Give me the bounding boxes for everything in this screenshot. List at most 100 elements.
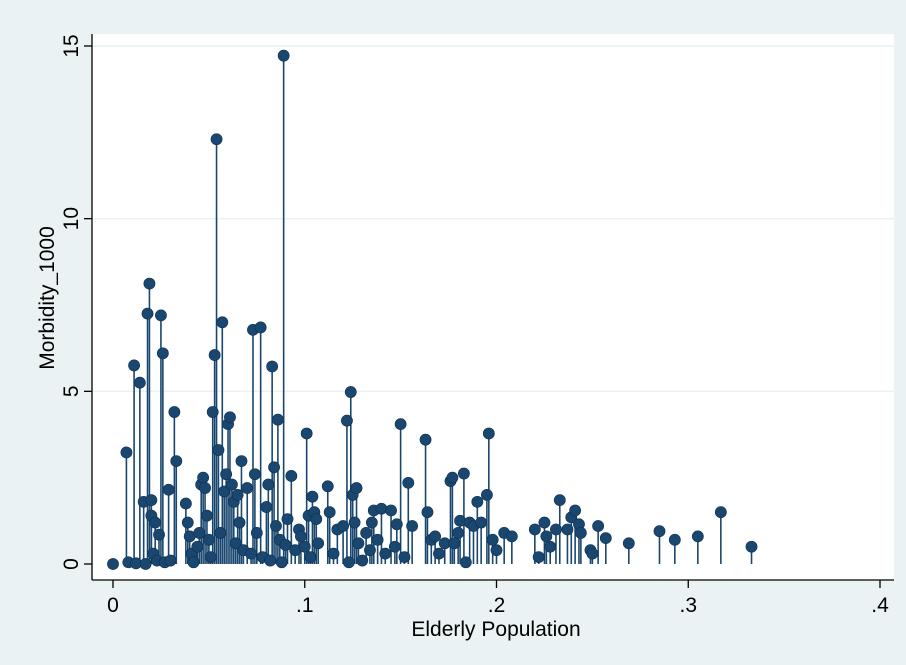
data-point-90 [342, 556, 355, 569]
y-tick-label-3: 15 [60, 34, 83, 57]
data-point-57 [250, 527, 263, 539]
data-point-80 [306, 490, 319, 503]
data-point-16 [155, 309, 167, 322]
y-tick-label-0: 0 [60, 558, 83, 570]
data-point-65 [270, 520, 282, 532]
data-point-108 [398, 551, 411, 563]
data-point-131 [490, 544, 503, 557]
data-point-22 [170, 455, 183, 467]
data-point-40 [214, 527, 227, 539]
data-point-58 [254, 321, 267, 334]
data-point-36 [206, 406, 219, 418]
data-point-83 [312, 537, 325, 550]
data-point-41 [216, 316, 229, 329]
data-point-122 [458, 467, 470, 480]
data-point-75 [295, 530, 307, 543]
data-point-33 [201, 509, 213, 522]
data-point-49 [231, 489, 244, 501]
data-point-42 [218, 485, 231, 498]
data-point-94 [350, 482, 363, 494]
data-point-103 [379, 547, 392, 560]
data-point-31 [197, 471, 210, 484]
data-point-134 [528, 523, 541, 536]
data-point-64 [268, 461, 280, 474]
data-point-147 [586, 547, 599, 560]
data-point-72 [285, 470, 298, 482]
data-point-109 [402, 476, 415, 489]
data-point-98 [364, 544, 376, 557]
data-point-123 [459, 556, 472, 569]
y-axis-ticks: 0 5 10 15 [60, 34, 92, 570]
y-tick-label-2: 10 [60, 207, 83, 230]
data-point-15 [153, 528, 165, 541]
data-point-63 [266, 360, 279, 373]
data-point-151 [653, 525, 666, 538]
gridlines [92, 45, 894, 393]
data-point-104 [385, 504, 397, 517]
data-point-105 [388, 540, 401, 553]
data-point-152 [668, 533, 681, 546]
data-point-99 [365, 516, 378, 529]
data-point-143 [569, 504, 582, 517]
data-point-8 [141, 307, 154, 320]
data-point-130 [486, 533, 499, 546]
data-point-140 [553, 494, 566, 507]
data-point-119 [448, 537, 461, 550]
data-point-70 [279, 539, 292, 551]
data-point-84 [321, 480, 334, 493]
data-point-154 [714, 506, 727, 519]
data-point-69 [277, 49, 290, 62]
data-point-86 [327, 547, 340, 560]
data-point-68 [275, 556, 288, 569]
data-point-37 [208, 349, 221, 361]
data-point-155 [745, 540, 758, 553]
data-point-133 [505, 530, 518, 543]
x-tick-label-1: .1 [296, 594, 314, 617]
data-point-121 [454, 514, 466, 527]
data-point-61 [262, 478, 275, 491]
data-point-66 [272, 413, 284, 426]
data-point-118 [446, 471, 459, 484]
data-point-7 [139, 558, 152, 570]
data-point-60 [260, 501, 273, 513]
data-point-17 [156, 347, 169, 360]
data-point-120 [452, 527, 465, 539]
data-point-91 [344, 386, 357, 398]
y-axis-title: Morbidity_1000 [36, 226, 59, 370]
data-point-127 [475, 516, 488, 529]
x-tick-label-2: .2 [488, 594, 506, 617]
data-point-23 [179, 497, 192, 510]
data-point-102 [375, 502, 388, 515]
data-point-71 [281, 513, 294, 526]
data-point-137 [540, 530, 553, 543]
data-point-96 [356, 554, 369, 567]
data-point-32 [199, 482, 211, 494]
data-point-138 [544, 540, 557, 553]
y-tick-label-1: 5 [60, 385, 83, 397]
data-point-129 [482, 427, 495, 440]
data-point-97 [360, 527, 373, 539]
data-point-39 [212, 444, 225, 456]
data-point-0 [107, 558, 119, 570]
data-point-85 [323, 506, 336, 519]
data-point-10 [145, 494, 158, 507]
data-point-51 [235, 455, 248, 467]
data-point-56 [248, 468, 261, 481]
data-point-46 [225, 478, 238, 491]
data-point-19 [162, 483, 175, 496]
data-point-149 [599, 532, 612, 544]
data-point-34 [202, 533, 215, 546]
x-tick-label-4: .4 [871, 594, 889, 617]
data-point-153 [691, 530, 704, 543]
data-point-82 [310, 513, 323, 526]
x-axis-ticks: 0 .1 .2 .3 .4 [107, 580, 889, 617]
x-tick-label-3: .3 [679, 594, 697, 617]
data-point-20 [164, 554, 177, 567]
data-point-114 [429, 530, 442, 543]
data-point-1 [120, 446, 133, 459]
data-point-53 [241, 482, 254, 494]
data-point-9 [143, 277, 156, 290]
data-point-35 [204, 551, 217, 563]
